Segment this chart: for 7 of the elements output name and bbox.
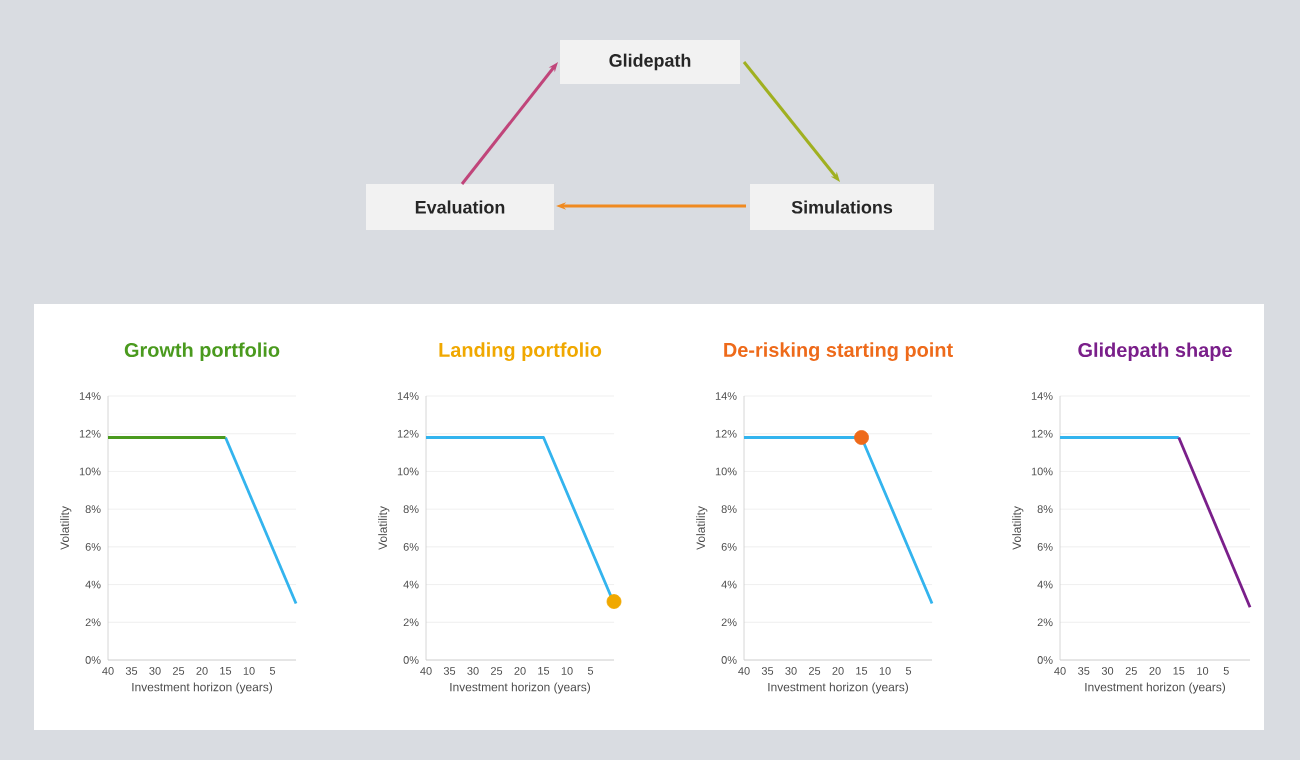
chart-title: Growth portfolio bbox=[124, 342, 280, 361]
text: Glidepath bbox=[609, 53, 691, 71]
chart-title: De-risking starting point bbox=[724, 342, 953, 361]
chart-title: Glidepath shape bbox=[1078, 342, 1232, 361]
chart-title: Landing portfolio bbox=[439, 342, 602, 361]
text: Simulations bbox=[791, 200, 893, 214]
text: Evaluation bbox=[415, 200, 505, 214]
